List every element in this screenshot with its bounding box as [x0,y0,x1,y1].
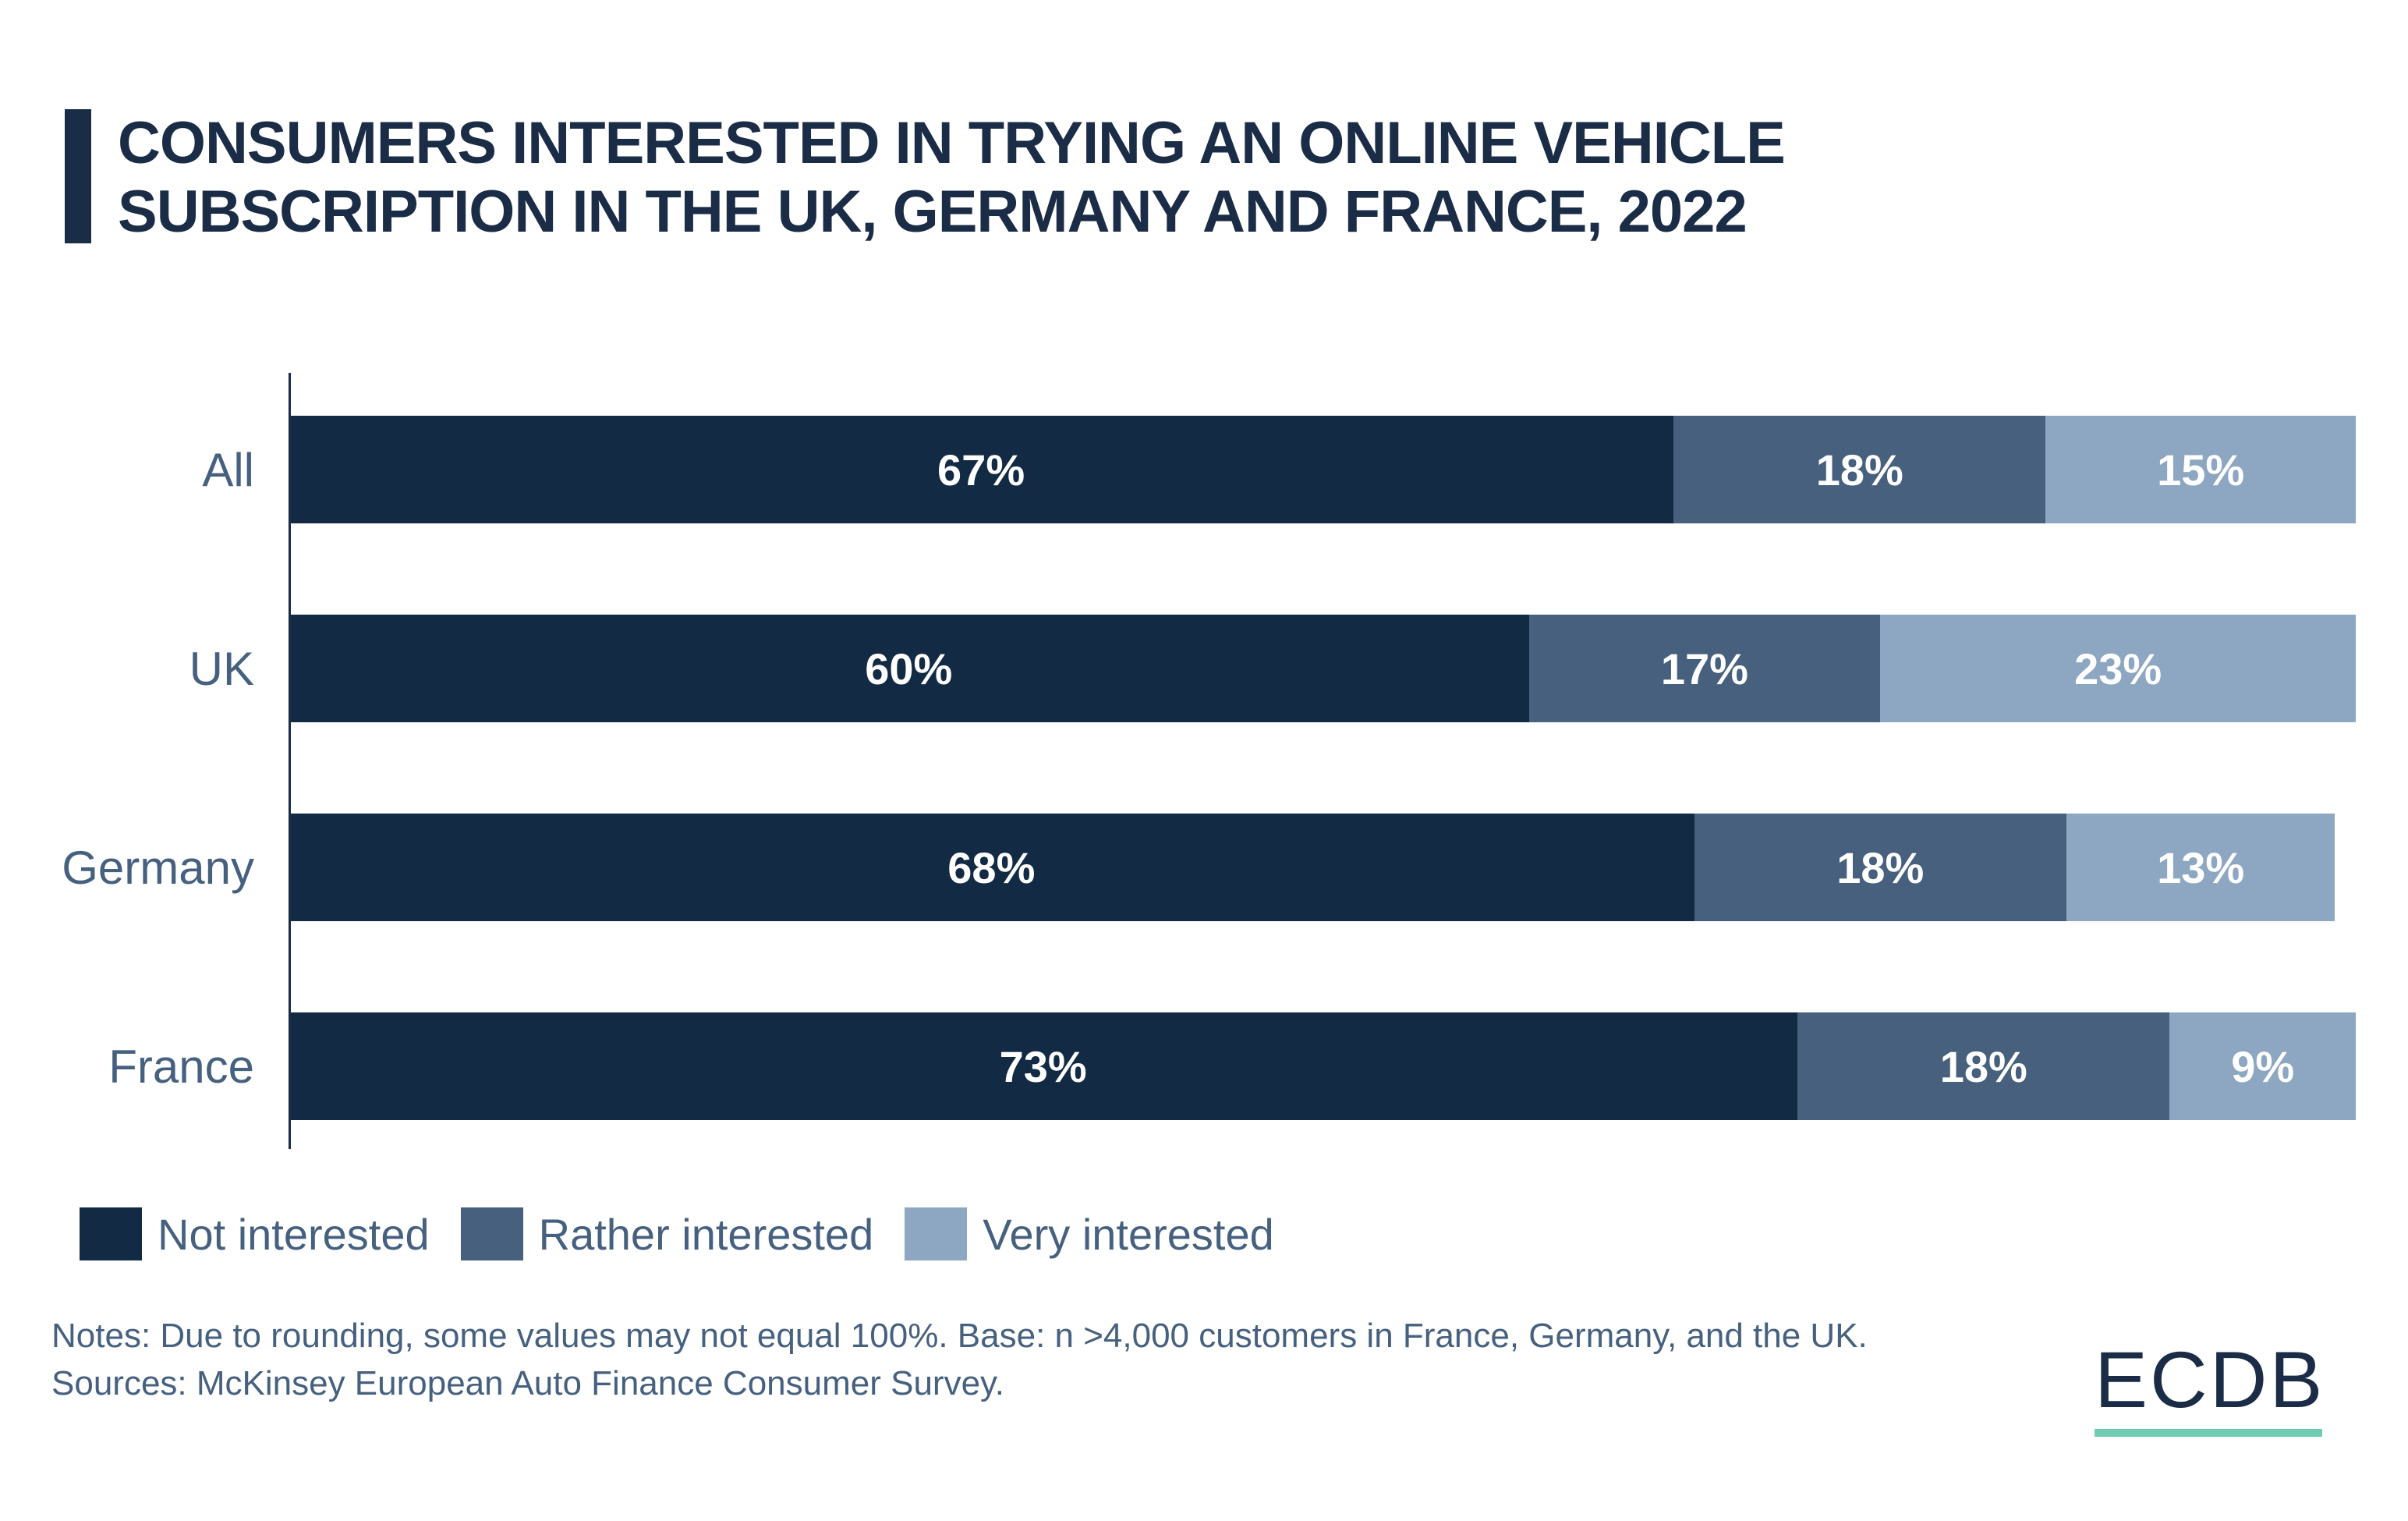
page-title-line-2: SUBSCRIPTION IN THE UK, GERMANY AND FRAN… [118,179,1748,245]
value-label: 15% [2157,445,2245,495]
value-label: 23% [2074,644,2162,693]
legend-swatch [80,1207,142,1260]
stacked-bar-germany: 68% 18% 13% [289,814,2356,921]
chart-row-france: France 73% 18% 9% [0,1012,2356,1120]
page-title: CONSUMERS INTERESTED IN TRYING AN ONLINE… [118,109,1786,246]
ecdb-logo-underline [2095,1429,2322,1437]
bar-segment-all-very-interested: 15% [2045,416,2356,523]
bar-segment-uk-very-interested: 23% [1880,615,2356,722]
value-label: 67% [937,445,1025,495]
chart-sources: Sources: McKinsey European Auto Finance … [51,1364,1005,1402]
stacked-bar-all: 67% 18% 15% [289,416,2356,523]
value-label: 18% [1836,842,1925,892]
bar-segment-all-not-interested: 67% [289,416,1674,523]
value-label: 17% [1660,644,1748,693]
chart-notes: Notes: Due to rounding, some values may … [51,1317,1868,1355]
stacked-bar-chart: All 67% 18% 15% UK 60% 17% 23% Germany 68% 18% 13% F… [0,373,2356,1149]
stacked-bar-france: 73% 18% 9% [289,1012,2356,1120]
category-label-germany: Germany [62,841,254,894]
chart-row-all: All 67% 18% 15% [0,416,2356,523]
stacked-bar-uk: 60% 17% 23% [289,615,2356,722]
legend-swatch [905,1207,968,1260]
bar-segment-uk-rather-interested: 17% [1528,615,1881,722]
bar-segment-uk-not-interested: 60% [289,615,1529,722]
ecdb-logo-text: ECDB [2095,1335,2325,1424]
value-label: 13% [2157,842,2245,892]
bar-segment-germany-rather-interested: 18% [1694,814,2066,921]
value-label: 68% [947,842,1036,892]
category-label-uk: UK [189,642,254,695]
bar-segment-france-rather-interested: 18% [1797,1012,2170,1120]
bar-segment-france-very-interested: 9% [2169,1012,2356,1120]
bar-segment-all-rather-interested: 18% [1673,416,2046,523]
page-title-line-1: CONSUMERS INTERESTED IN TRYING AN ONLINE… [118,110,1786,176]
category-label-france: France [108,1040,254,1093]
legend-item-rather-interested: Rather interested [460,1207,874,1260]
chart-row-germany: Germany 68% 18% 13% [0,814,2356,921]
legend-label: Very interested [983,1209,1274,1259]
bar-segment-germany-not-interested: 68% [289,814,1694,921]
chart-row-uk: UK 60% 17% 23% [0,615,2356,722]
legend-swatch [460,1207,523,1260]
legend-item-very-interested: Very interested [905,1207,1274,1260]
value-label: 9% [2231,1041,2295,1091]
bar-segment-germany-very-interested: 13% [2066,814,2335,921]
legend-item-not-interested: Not interested [80,1207,430,1260]
category-label-all: All [202,443,254,496]
title-accent-bar [65,109,91,243]
value-label: 60% [865,644,953,693]
y-axis-line [289,373,291,1149]
chart-legend: Not interested Rather interested Very inte… [80,1207,1305,1260]
legend-label: Rather interested [538,1209,874,1259]
value-label: 73% [999,1041,1087,1091]
title-block: CONSUMERS INTERESTED IN TRYING AN ONLINE… [65,109,1786,246]
legend-label: Not interested [158,1209,430,1259]
ecdb-logo: ECDB [2095,1335,2325,1437]
footnotes: Notes: Due to rounding, some values may … [51,1312,1954,1407]
value-label: 18% [1815,445,1903,495]
bar-segment-france-not-interested: 73% [289,1012,1798,1120]
value-label: 18% [1939,1041,2027,1091]
